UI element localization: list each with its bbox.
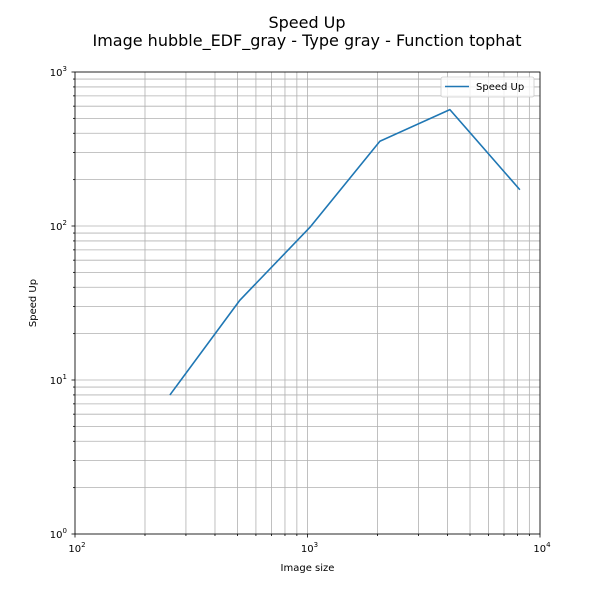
x-tick-label-1e2: 102 xyxy=(68,541,85,555)
legend-label-speed-up: Speed Up xyxy=(476,82,524,93)
y-axis-label: Speed Up xyxy=(28,279,39,327)
y-tick-label-1e0: 100 xyxy=(50,527,67,541)
legend-box xyxy=(440,76,535,98)
legend: Speed Up xyxy=(440,76,535,98)
series-line-speed-up xyxy=(169,108,521,396)
y-tick-labels: 100 101 102 103 xyxy=(50,65,67,541)
x-tick-label-1e3: 103 xyxy=(301,541,318,555)
series-layer xyxy=(169,108,521,396)
chart-title-line1: Speed Up xyxy=(268,13,345,32)
x-tick-label-1e4: 104 xyxy=(533,541,551,555)
chart-title-line2: Image hubble_EDF_gray - Type gray - Func… xyxy=(92,31,521,51)
x-tick-labels: 102 103 104 xyxy=(68,541,551,555)
y-tick-label-1e1: 101 xyxy=(50,373,67,387)
plot-spines xyxy=(74,71,541,535)
x-axis-label: Image size xyxy=(281,563,335,574)
grid-lines xyxy=(74,71,541,535)
y-tick-label-1e3: 103 xyxy=(50,65,67,79)
y-tick-label-1e2: 102 xyxy=(50,219,67,233)
